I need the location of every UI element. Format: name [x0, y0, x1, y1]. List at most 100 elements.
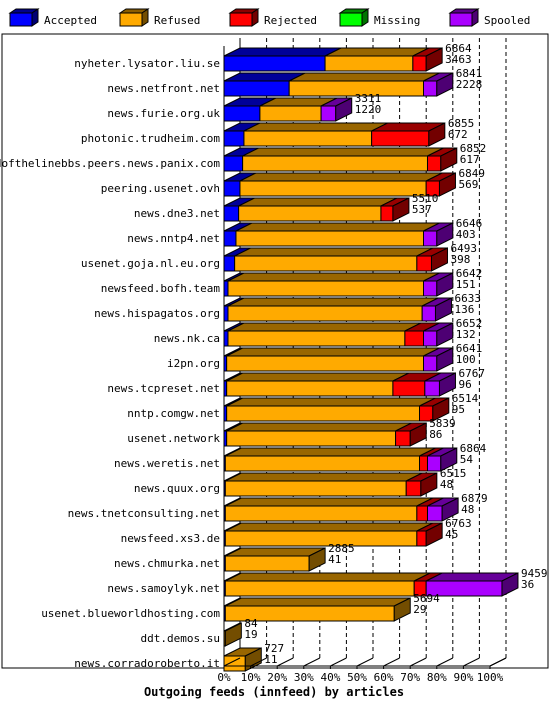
bar-end-face — [436, 347, 454, 372]
bar-end-face — [501, 572, 519, 597]
feed-row — [223, 447, 458, 472]
feed-row — [223, 372, 456, 397]
bar-segment-spooled — [423, 72, 454, 97]
bar-segment-refused — [226, 397, 436, 422]
x-tick-label: 20% — [267, 671, 287, 684]
bar-segment-refused — [227, 322, 422, 347]
x-tick — [330, 657, 347, 667]
x-tick — [223, 657, 241, 667]
x-tick — [356, 657, 374, 667]
legend-item-rejected: Rejected — [228, 8, 317, 27]
host-label: ddt.demos.su — [141, 632, 220, 645]
total-label: 5510 — [412, 192, 439, 205]
accepted-label: 398 — [450, 253, 470, 266]
total-label: 6841 — [456, 67, 483, 80]
bar-end-face — [430, 247, 448, 272]
accepted-label: 48 — [461, 503, 474, 516]
host-label: news.dne3.net — [134, 207, 220, 220]
bar-segment-refused — [226, 422, 412, 447]
accepted-label: 86 — [429, 428, 442, 441]
legend-item-spooled: Spooled — [448, 8, 530, 27]
x-tick-label: 30% — [294, 671, 314, 684]
accepted-label: 11 — [264, 653, 277, 666]
total-label: 6849 — [458, 167, 485, 180]
x-tick — [303, 657, 321, 667]
bar-end-face — [393, 597, 411, 622]
bar-segment-refused — [288, 72, 440, 97]
total-label: 5839 — [429, 417, 456, 430]
feed-row — [223, 322, 454, 347]
bar-segment-refused — [226, 372, 410, 397]
bar-end-face — [436, 72, 454, 97]
total-label: 2885 — [328, 542, 355, 555]
bar-end-face — [438, 372, 456, 397]
total-label: 3311 — [355, 92, 382, 105]
x-tick-label: 60% — [374, 671, 394, 684]
bar-end-face — [428, 122, 446, 147]
accepted-label: 96 — [458, 378, 471, 391]
total-label: 6515 — [440, 467, 467, 480]
feed-row — [223, 647, 262, 672]
total-label: 6852 — [460, 142, 487, 155]
chart-legend: Accepted Refused Rejected Missing Spooled — [8, 8, 530, 27]
total-label: 6514 — [452, 392, 479, 405]
accepted-label: 151 — [456, 278, 476, 291]
host-label: news.hispagatos.org — [94, 307, 220, 320]
host-label: news.samoylyk.net — [107, 582, 220, 595]
feed-row — [223, 247, 448, 272]
accepted-label: 672 — [448, 128, 468, 141]
bar-segment-spooled — [424, 372, 456, 397]
bar-segment-refused — [227, 272, 440, 297]
legend-item-accepted: Accepted — [8, 8, 97, 27]
bar-segment-rejected — [419, 397, 450, 422]
bar-end-face — [438, 172, 456, 197]
accepted-label: 48 — [440, 478, 453, 491]
bar-end-face — [436, 322, 454, 347]
host-label: nntp.comgw.net — [127, 407, 220, 420]
chart-frame — [1, 33, 549, 669]
accepted-label: 29 — [413, 603, 426, 616]
host-label: news.weretis.net — [114, 457, 220, 470]
host-label: usenet.goja.nl.eu.org — [81, 257, 220, 270]
legend-swatch — [8, 8, 40, 27]
total-label: 6864 — [445, 42, 472, 55]
bar-segment-spooled — [423, 347, 454, 372]
bar-end-face — [224, 622, 242, 647]
accepted-label: 45 — [445, 528, 458, 541]
bar-end-face — [308, 547, 326, 572]
x-tick-label: 0% — [217, 671, 231, 684]
accepted-label: 537 — [412, 203, 432, 216]
total-label: 6493 — [450, 242, 477, 255]
host-label: usenet.network — [127, 432, 220, 445]
legend-label: Rejected — [264, 14, 317, 27]
bar-end-face — [436, 272, 454, 297]
bar-segment-spooled — [425, 572, 519, 597]
feed-row — [223, 522, 443, 547]
bar-segment-refused — [235, 222, 440, 247]
total-label: 6864 — [460, 442, 487, 455]
total-label: 84 — [244, 617, 258, 630]
x-tick — [489, 657, 507, 667]
host-label: news.quux.org — [134, 482, 220, 495]
x-tick — [276, 657, 294, 667]
total-label: 6652 — [456, 317, 483, 330]
total-label: 6642 — [456, 267, 483, 280]
chart-bars — [223, 47, 519, 672]
bar-segment-accepted — [223, 72, 306, 97]
legend-item-refused: Refused — [118, 8, 200, 27]
x-tick-label: 70% — [400, 671, 420, 684]
total-label: 9459 — [521, 567, 548, 580]
bar-segment-refused — [227, 297, 439, 322]
bar-segment-accepted — [223, 197, 255, 222]
feed-row — [223, 422, 427, 447]
total-label: 6855 — [448, 117, 475, 130]
bar-end-face — [440, 447, 458, 472]
total-label: 6879 — [461, 492, 488, 505]
x-tick-label: 100% — [477, 671, 504, 684]
bar-segment-refused — [224, 547, 326, 572]
bar-end-face — [425, 522, 443, 547]
host-label: news.nk.ca — [154, 332, 220, 345]
total-label: 727 — [264, 642, 284, 655]
feed-row — [223, 197, 410, 222]
bar-end-face — [440, 147, 458, 172]
